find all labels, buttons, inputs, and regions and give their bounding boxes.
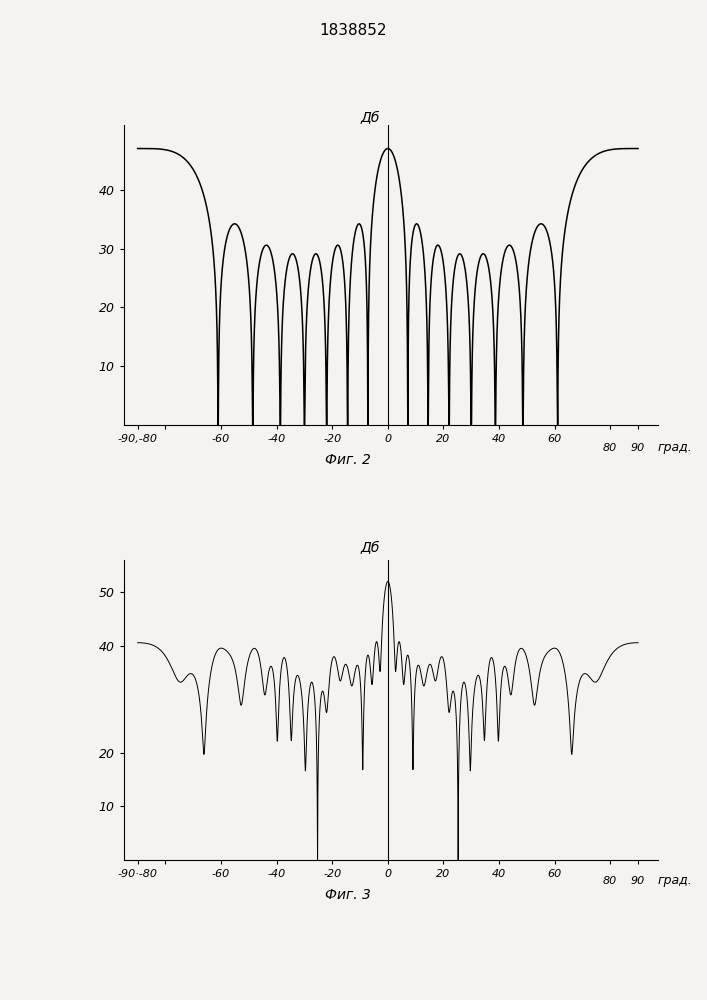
Text: Фиг. 2: Фиг. 2 <box>325 453 371 467</box>
Text: 90: 90 <box>631 443 645 453</box>
Text: град.: град. <box>658 441 692 454</box>
Text: Дб: Дб <box>360 111 380 125</box>
Text: 80: 80 <box>603 443 617 453</box>
Text: 80: 80 <box>603 876 617 886</box>
Text: Фиг. 3: Фиг. 3 <box>325 888 371 902</box>
Text: 90: 90 <box>631 876 645 886</box>
Text: Дб: Дб <box>360 541 380 555</box>
Text: град.: град. <box>658 874 692 887</box>
Text: 1838852: 1838852 <box>320 23 387 38</box>
